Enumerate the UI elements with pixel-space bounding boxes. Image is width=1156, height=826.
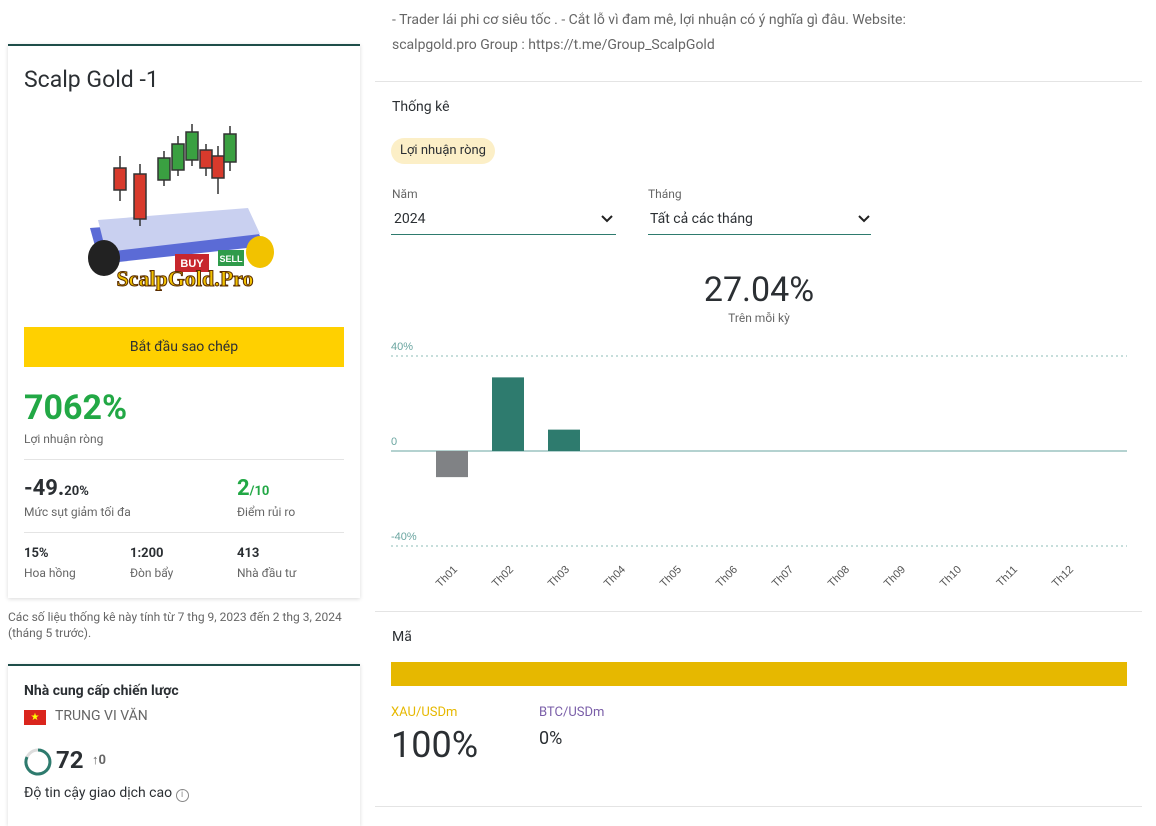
symbol-name: BTC/USDm [539,705,605,720]
symbol-share: 0% [539,728,563,749]
x-tick-label: Th08 [826,564,852,590]
x-tick-label: Th07 [770,564,796,590]
x-tick-label: Th02 [490,564,516,590]
provider-name: TRUNG VI VĂN [55,708,148,724]
symbol-share-bar [391,662,1127,686]
symbol-name: XAU/USDm [391,705,458,720]
flag: ★ [24,710,46,725]
stat-value: 1:200 [130,546,164,561]
drawdown-main: -49. [24,476,65,501]
total-label: Trên mỗi kỳ [728,311,790,325]
x-tick-label: Th11 [994,564,1020,590]
trust-label: Độ tin cậy giao dịch cao i [24,785,189,802]
drawdown-label: Mức sụt giảm tối đa [24,505,131,519]
x-tick-label: Th06 [714,564,740,590]
x-tick-label: Th09 [882,564,908,590]
divider [375,611,1142,612]
score-change-value: 0 [98,753,106,768]
drawdown: -49.20% [24,476,89,501]
bar [492,377,524,451]
month-label: Tháng [648,187,682,201]
tab[interactable]: Lợi nhuận ròng [391,138,495,164]
logo-buy: BUY [180,258,204,270]
logo-text: ScalpGold.Pro [116,266,253,291]
y-tick-label: 40% [391,341,413,353]
logo-sell: SELL [219,254,243,264]
symbols-title: Mã [392,629,412,645]
net-profit-label: Lợi nhuận ròng [24,432,104,446]
divider [24,532,344,533]
divider [24,459,344,460]
month-select[interactable]: Tất cả các tháng [648,205,871,235]
y-tick-label: 0 [391,436,397,448]
strategy-name: Scalp Gold -1 [24,66,159,93]
x-tick-label: Th04 [602,564,628,590]
y-tick-label: -40% [391,531,417,543]
bar [436,451,468,478]
x-tick-label: Th10 [938,564,964,590]
provider-title: Nhà cung cấp chiến lược [24,683,179,699]
divider [375,806,1142,807]
net-profit: 7062% [24,388,128,428]
provider-card: Nhà cung cấp chiến lược ★ TRUNG VI VĂN 7… [8,664,360,826]
stat-value: 413 [237,546,260,561]
profile-card: Scalp Gold -1 BUY SELL ScalpGold.Pro Bắt… [8,44,360,598]
score-ring [24,748,52,776]
risk-fraction: /10 [249,484,270,499]
year-value: 2024 [394,211,426,227]
symbol-share: 100% [391,724,479,766]
stat-label: Đòn bẩy [130,566,174,580]
description: - Trader lái phi cơ siêu tốc . - Cắt lỗ … [392,12,906,53]
drawdown-fraction: 20% [64,484,89,499]
year-label: Năm [392,187,418,201]
x-tick-label: Th01 [434,564,460,590]
x-tick-label: Th03 [546,564,572,590]
x-tick-label: Th05 [658,564,684,590]
score-change: ↑0 [92,753,106,768]
statistics-title: Thống kê [392,99,450,115]
trust-text: Độ tin cậy giao dịch cao [24,785,173,801]
score: 72 [56,746,84,774]
x-tick-label: Th12 [1050,564,1076,590]
logo: BUY SELL ScalpGold.Pro [88,124,274,292]
bar [548,429,580,451]
divider [375,81,1142,82]
year-select[interactable]: 2024 [391,205,616,235]
stat-label: Hoa hồng [24,566,76,580]
total-return: 27.04% [703,270,815,310]
risk-label: Điểm rủi ro [237,505,296,519]
copy-button[interactable]: Bắt đầu sao chép [24,327,344,367]
stat-label: Nhà đầu tư [237,566,297,580]
risk: 2/10 [237,476,269,501]
footnote: Các số liệu thống kê này tính từ 7 thg 9… [8,610,342,640]
risk-main: 2 [237,476,250,501]
stat-value: 15% [24,546,49,561]
month-value: Tất cả các tháng [650,211,753,227]
